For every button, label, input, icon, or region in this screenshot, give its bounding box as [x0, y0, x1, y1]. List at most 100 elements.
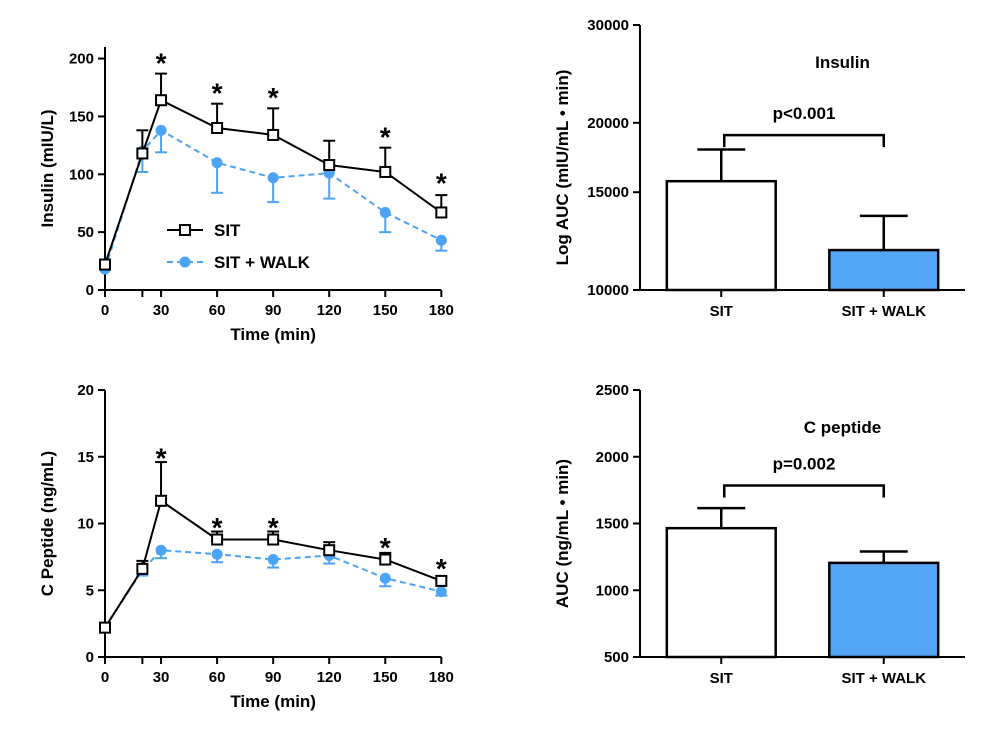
series-sit-walk: [99, 544, 448, 634]
legend: SIT SIT + WALK: [167, 221, 311, 272]
series-sit: [99, 72, 448, 271]
x-tick-label: 180: [429, 302, 454, 319]
significance-star: *: [380, 532, 391, 563]
significance-star: *: [380, 121, 391, 152]
data-point: [155, 494, 168, 507]
y-tick-label: 20: [77, 382, 94, 399]
data-point: [211, 533, 224, 546]
data-point: [435, 574, 448, 587]
x-tick-label: 30: [153, 302, 170, 319]
x-tick-label: SIT + WALK: [841, 670, 926, 687]
x-tick-label: 30: [153, 669, 170, 686]
x-tick-label: 120: [317, 302, 342, 319]
bar-sit-walk: [828, 248, 940, 292]
bar-sit: [665, 179, 777, 292]
y-tick-label: 2000: [596, 449, 629, 466]
y-tick-label: 2500: [596, 382, 629, 399]
insulin-time-chart: 0 50 100 150 200 0 30 60 90 120 150 180 Time (min) In…: [38, 47, 454, 344]
y-tick-label: 100: [69, 166, 94, 183]
x-tick-label: 90: [265, 302, 282, 319]
legend-label-walk: SIT + WALK: [214, 253, 311, 272]
data-point: [136, 562, 149, 575]
significance-star: *: [436, 168, 447, 199]
x-tick-label: SIT: [710, 303, 733, 320]
x-tick-label: 150: [373, 302, 398, 319]
x-tick-label: 0: [101, 669, 109, 686]
significance-star: *: [436, 553, 447, 584]
y-axis-label: Log AUC (mIU/mL • min): [553, 70, 572, 266]
y-tick-label: 30000: [587, 17, 629, 34]
data-point: [379, 572, 391, 584]
series-line: [104, 499, 442, 629]
insulin-auc-chart: 10000 15000 20000 30000 Insulin Log AUC (mIU/…: [553, 17, 965, 320]
series-sit: [99, 461, 448, 634]
legend-marker-walk: [179, 256, 191, 268]
y-tick-label: 1500: [596, 516, 629, 533]
data-point: [267, 554, 279, 566]
significance-bracket: [723, 484, 885, 498]
data-point: [435, 586, 447, 598]
data-point: [155, 94, 168, 107]
x-tick-label: 0: [101, 302, 109, 319]
y-axis-label: AUC (ng/mL • min): [553, 459, 572, 608]
p-value-label: p<0.001: [773, 104, 836, 123]
legend-label-sit: SIT: [214, 221, 241, 240]
data-point: [155, 544, 167, 556]
y-tick-label: 150: [69, 108, 94, 125]
series-line: [104, 129, 442, 270]
x-tick-label: 60: [209, 302, 226, 319]
data-point: [99, 621, 111, 634]
significance-star: *: [212, 512, 223, 543]
x-tick-label: 90: [265, 669, 282, 686]
y-tick-label: 10: [77, 516, 94, 533]
x-tick-label: SIT: [710, 670, 733, 687]
y-tick-label: 20000: [587, 115, 629, 132]
data-point: [211, 157, 223, 169]
significance-star: *: [156, 47, 167, 78]
x-tick-label: 60: [209, 669, 226, 686]
significance-bracket: [723, 133, 885, 148]
x-axis-label: Time (min): [230, 692, 316, 711]
data-point: [267, 533, 280, 546]
y-tick-label: 500: [604, 649, 629, 666]
y-tick-label: 1000: [596, 582, 629, 599]
x-tick-label: SIT + WALK: [841, 303, 926, 320]
data-point: [323, 544, 336, 557]
significance-star: *: [268, 82, 279, 113]
data-point: [323, 159, 336, 172]
data-point: [379, 553, 392, 566]
y-tick-label: 15000: [587, 184, 629, 201]
x-tick-label: 150: [373, 669, 398, 686]
data-point: [435, 234, 447, 246]
significance-star: *: [268, 512, 279, 543]
data-point: [379, 206, 391, 218]
x-tick-label: 120: [317, 669, 342, 686]
data-point: [267, 128, 280, 141]
cpeptide-time-chart: 0 5 10 15 20 0 30 60 90 120 150 180 Time (min) C Pept…: [38, 382, 454, 711]
significance-star: *: [156, 442, 167, 473]
x-axis-label: Time (min): [230, 325, 316, 344]
cpeptide-auc-chart: 500 1000 1500 2000 2500 C peptide AUC (ng/mL •…: [553, 382, 965, 687]
y-tick-label: 200: [69, 51, 94, 68]
series-line: [104, 98, 442, 265]
y-tick-label: 5: [86, 582, 94, 599]
data-point: [267, 172, 279, 184]
data-point: [435, 206, 448, 219]
y-axis-label: C Peptide (ng/mL): [38, 451, 57, 596]
data-point: [211, 548, 223, 560]
data-point: [99, 258, 111, 271]
y-tick-label: 15: [77, 449, 94, 466]
p-value-label: p=0.002: [773, 454, 836, 473]
y-axis-label: Insulin (mIU/L): [38, 109, 57, 227]
y-tick-label: 50: [77, 224, 94, 241]
data-point: [136, 147, 149, 160]
bar-sit: [665, 526, 777, 659]
chart-title: Insulin: [815, 53, 870, 72]
x-tick-label: 180: [429, 669, 454, 686]
legend-marker-sit: [179, 224, 191, 236]
chart-title: C peptide: [804, 418, 881, 437]
y-tick-label: 10000: [587, 282, 629, 299]
data-point: [155, 124, 167, 136]
y-tick-label: 0: [86, 282, 94, 299]
